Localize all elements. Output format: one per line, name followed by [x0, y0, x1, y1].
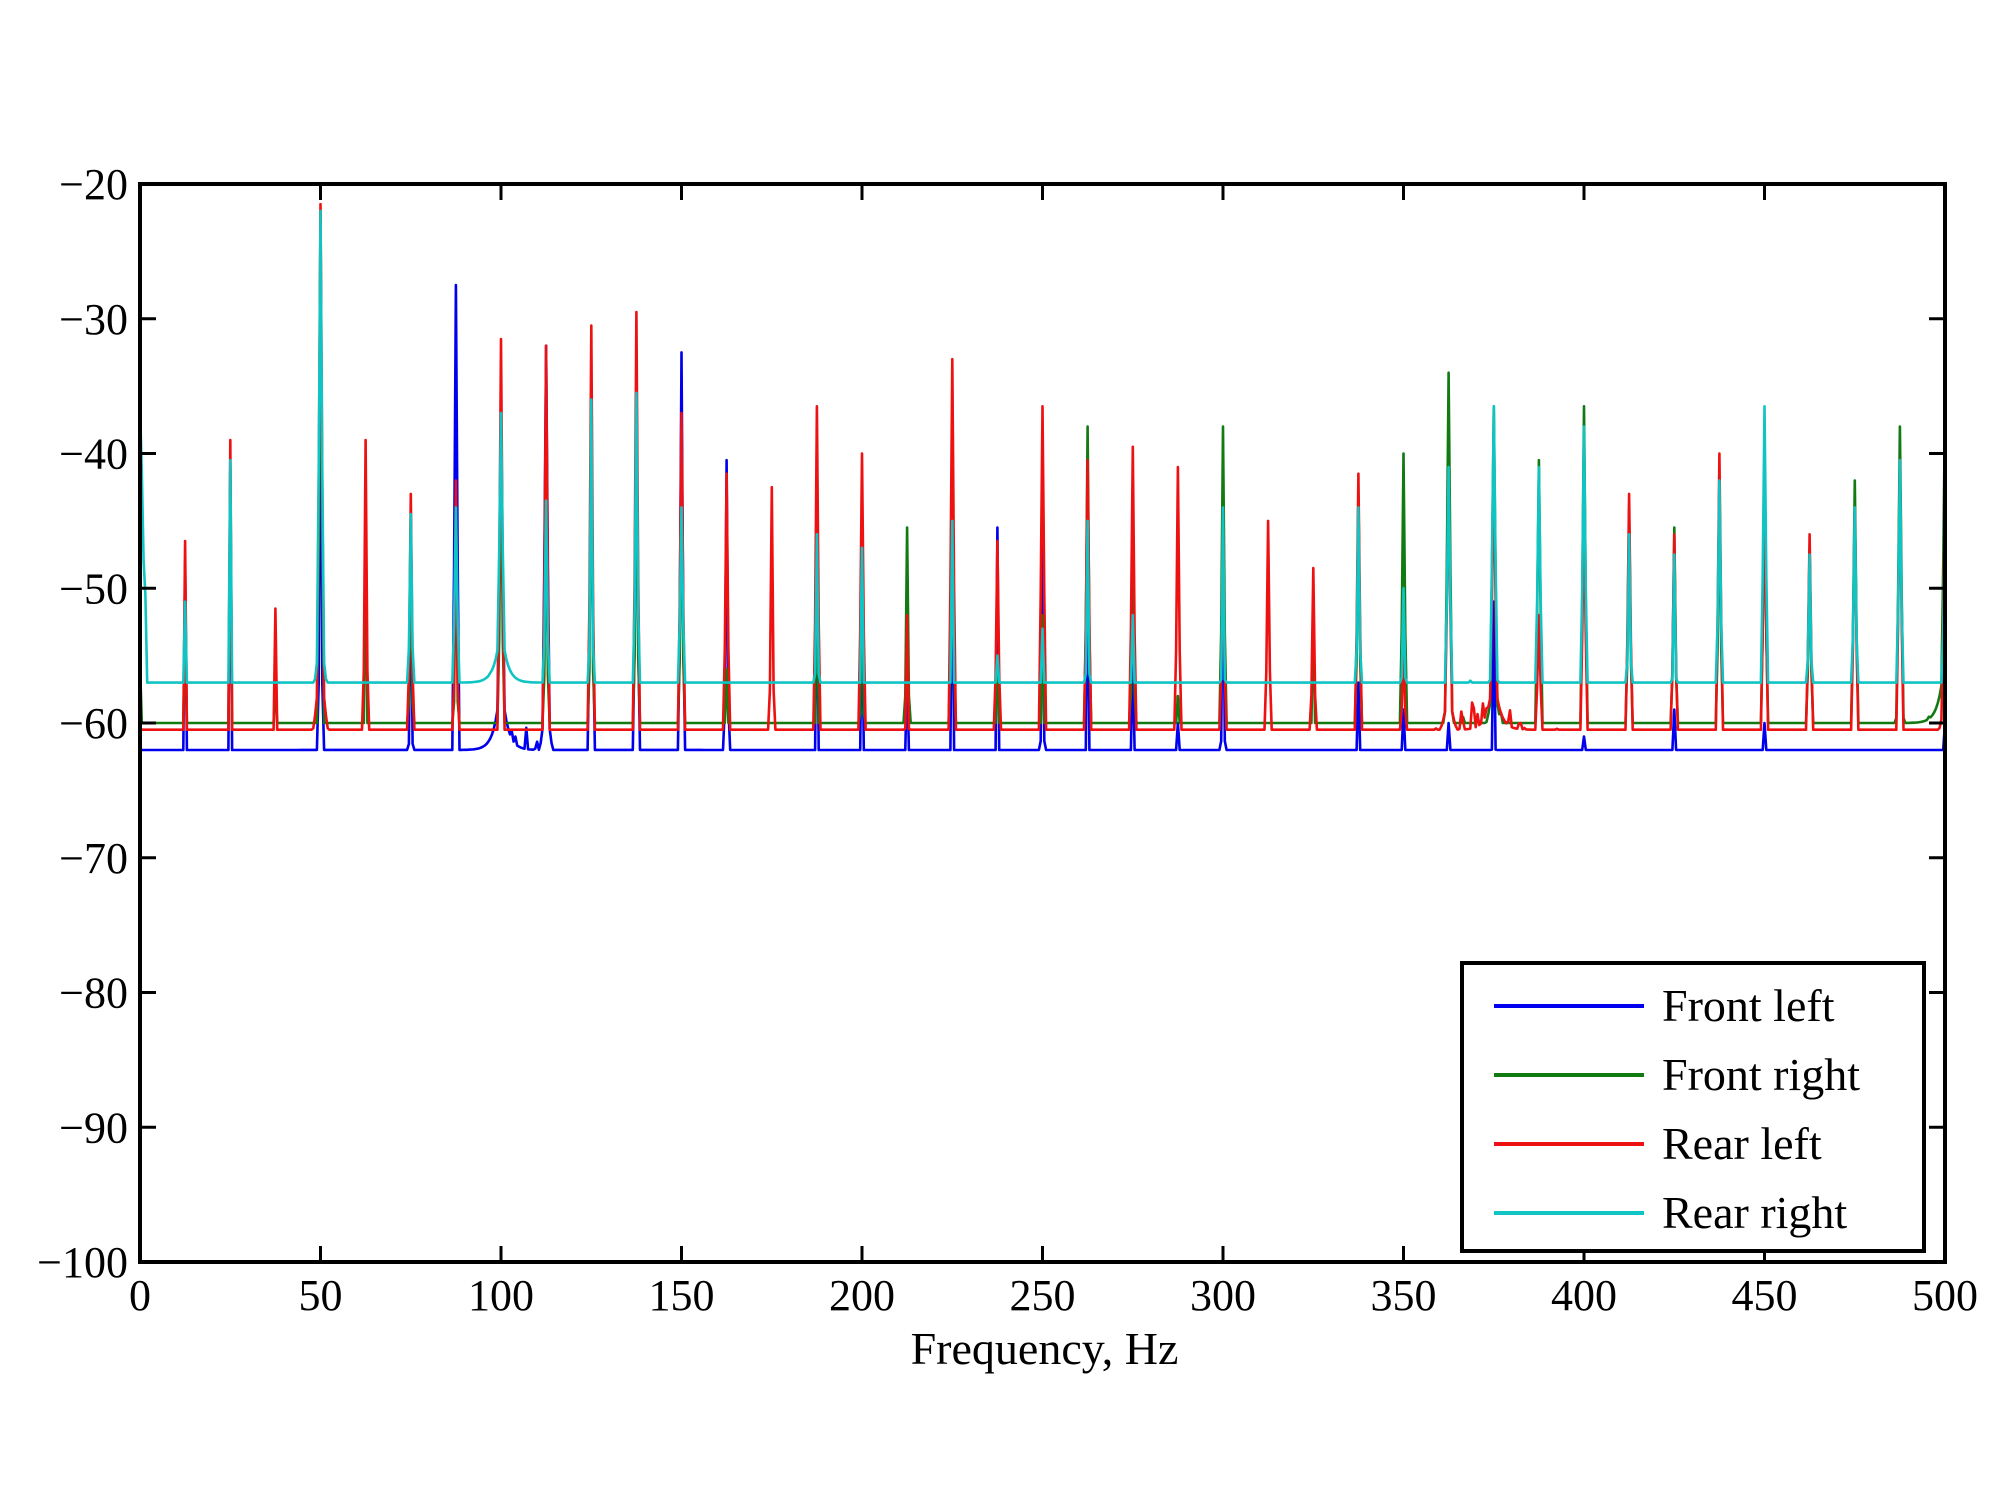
legend-label: Front left [1662, 980, 1835, 1031]
series-line-rear-right [138, 209, 1947, 684]
y-tick-label: −90 [59, 1103, 128, 1152]
y-tick-label: −70 [59, 834, 128, 883]
legend-label: Rear left [1662, 1118, 1822, 1169]
x-tick-label: 150 [649, 1271, 715, 1320]
series-line-front-right [138, 209, 1947, 725]
legend-label: Front right [1662, 1049, 1860, 1100]
x-tick-label: 500 [1912, 1271, 1978, 1320]
series-layer [138, 202, 1947, 752]
y-tick-label: −100 [37, 1238, 128, 1287]
x-tick-labels: 0 50 100 150 200 250 300 350 400 450 500 [129, 1271, 1978, 1320]
y-tick-labels: −100 −90 −80 −70 −60 −50 −40 −30 −20 [37, 160, 128, 1287]
x-tick-label: 50 [299, 1271, 343, 1320]
y-tick-label: −30 [59, 295, 128, 344]
x-tick-label: 100 [468, 1271, 534, 1320]
x-tick-label: 400 [1551, 1271, 1617, 1320]
x-tick-label: 200 [829, 1271, 895, 1320]
plot-frame [138, 182, 1947, 1264]
legend: Front left Front right Rear left Rear right [1460, 961, 1926, 1253]
y-tick-label: −60 [59, 699, 128, 748]
x-tick-label: 300 [1190, 1271, 1256, 1320]
x-axis-title: Frequency, Hz [911, 1323, 1179, 1374]
legend-items: Front left Front right Rear left Rear right [1494, 980, 1860, 1238]
x-tick-label: 450 [1732, 1271, 1798, 1320]
x-tick-label: 250 [1010, 1271, 1076, 1320]
y-tick-label: −80 [59, 969, 128, 1018]
series-line-rear-left [140, 202, 1947, 731]
x-tick-label: 0 [129, 1271, 151, 1320]
y-tick-label: −20 [59, 160, 128, 209]
legend-label: Rear right [1662, 1187, 1847, 1238]
y-tick-label: −40 [59, 430, 128, 479]
x-tick-label: 350 [1371, 1271, 1437, 1320]
legend-box [1460, 961, 1926, 1253]
y-tick-label: −50 [59, 564, 128, 613]
